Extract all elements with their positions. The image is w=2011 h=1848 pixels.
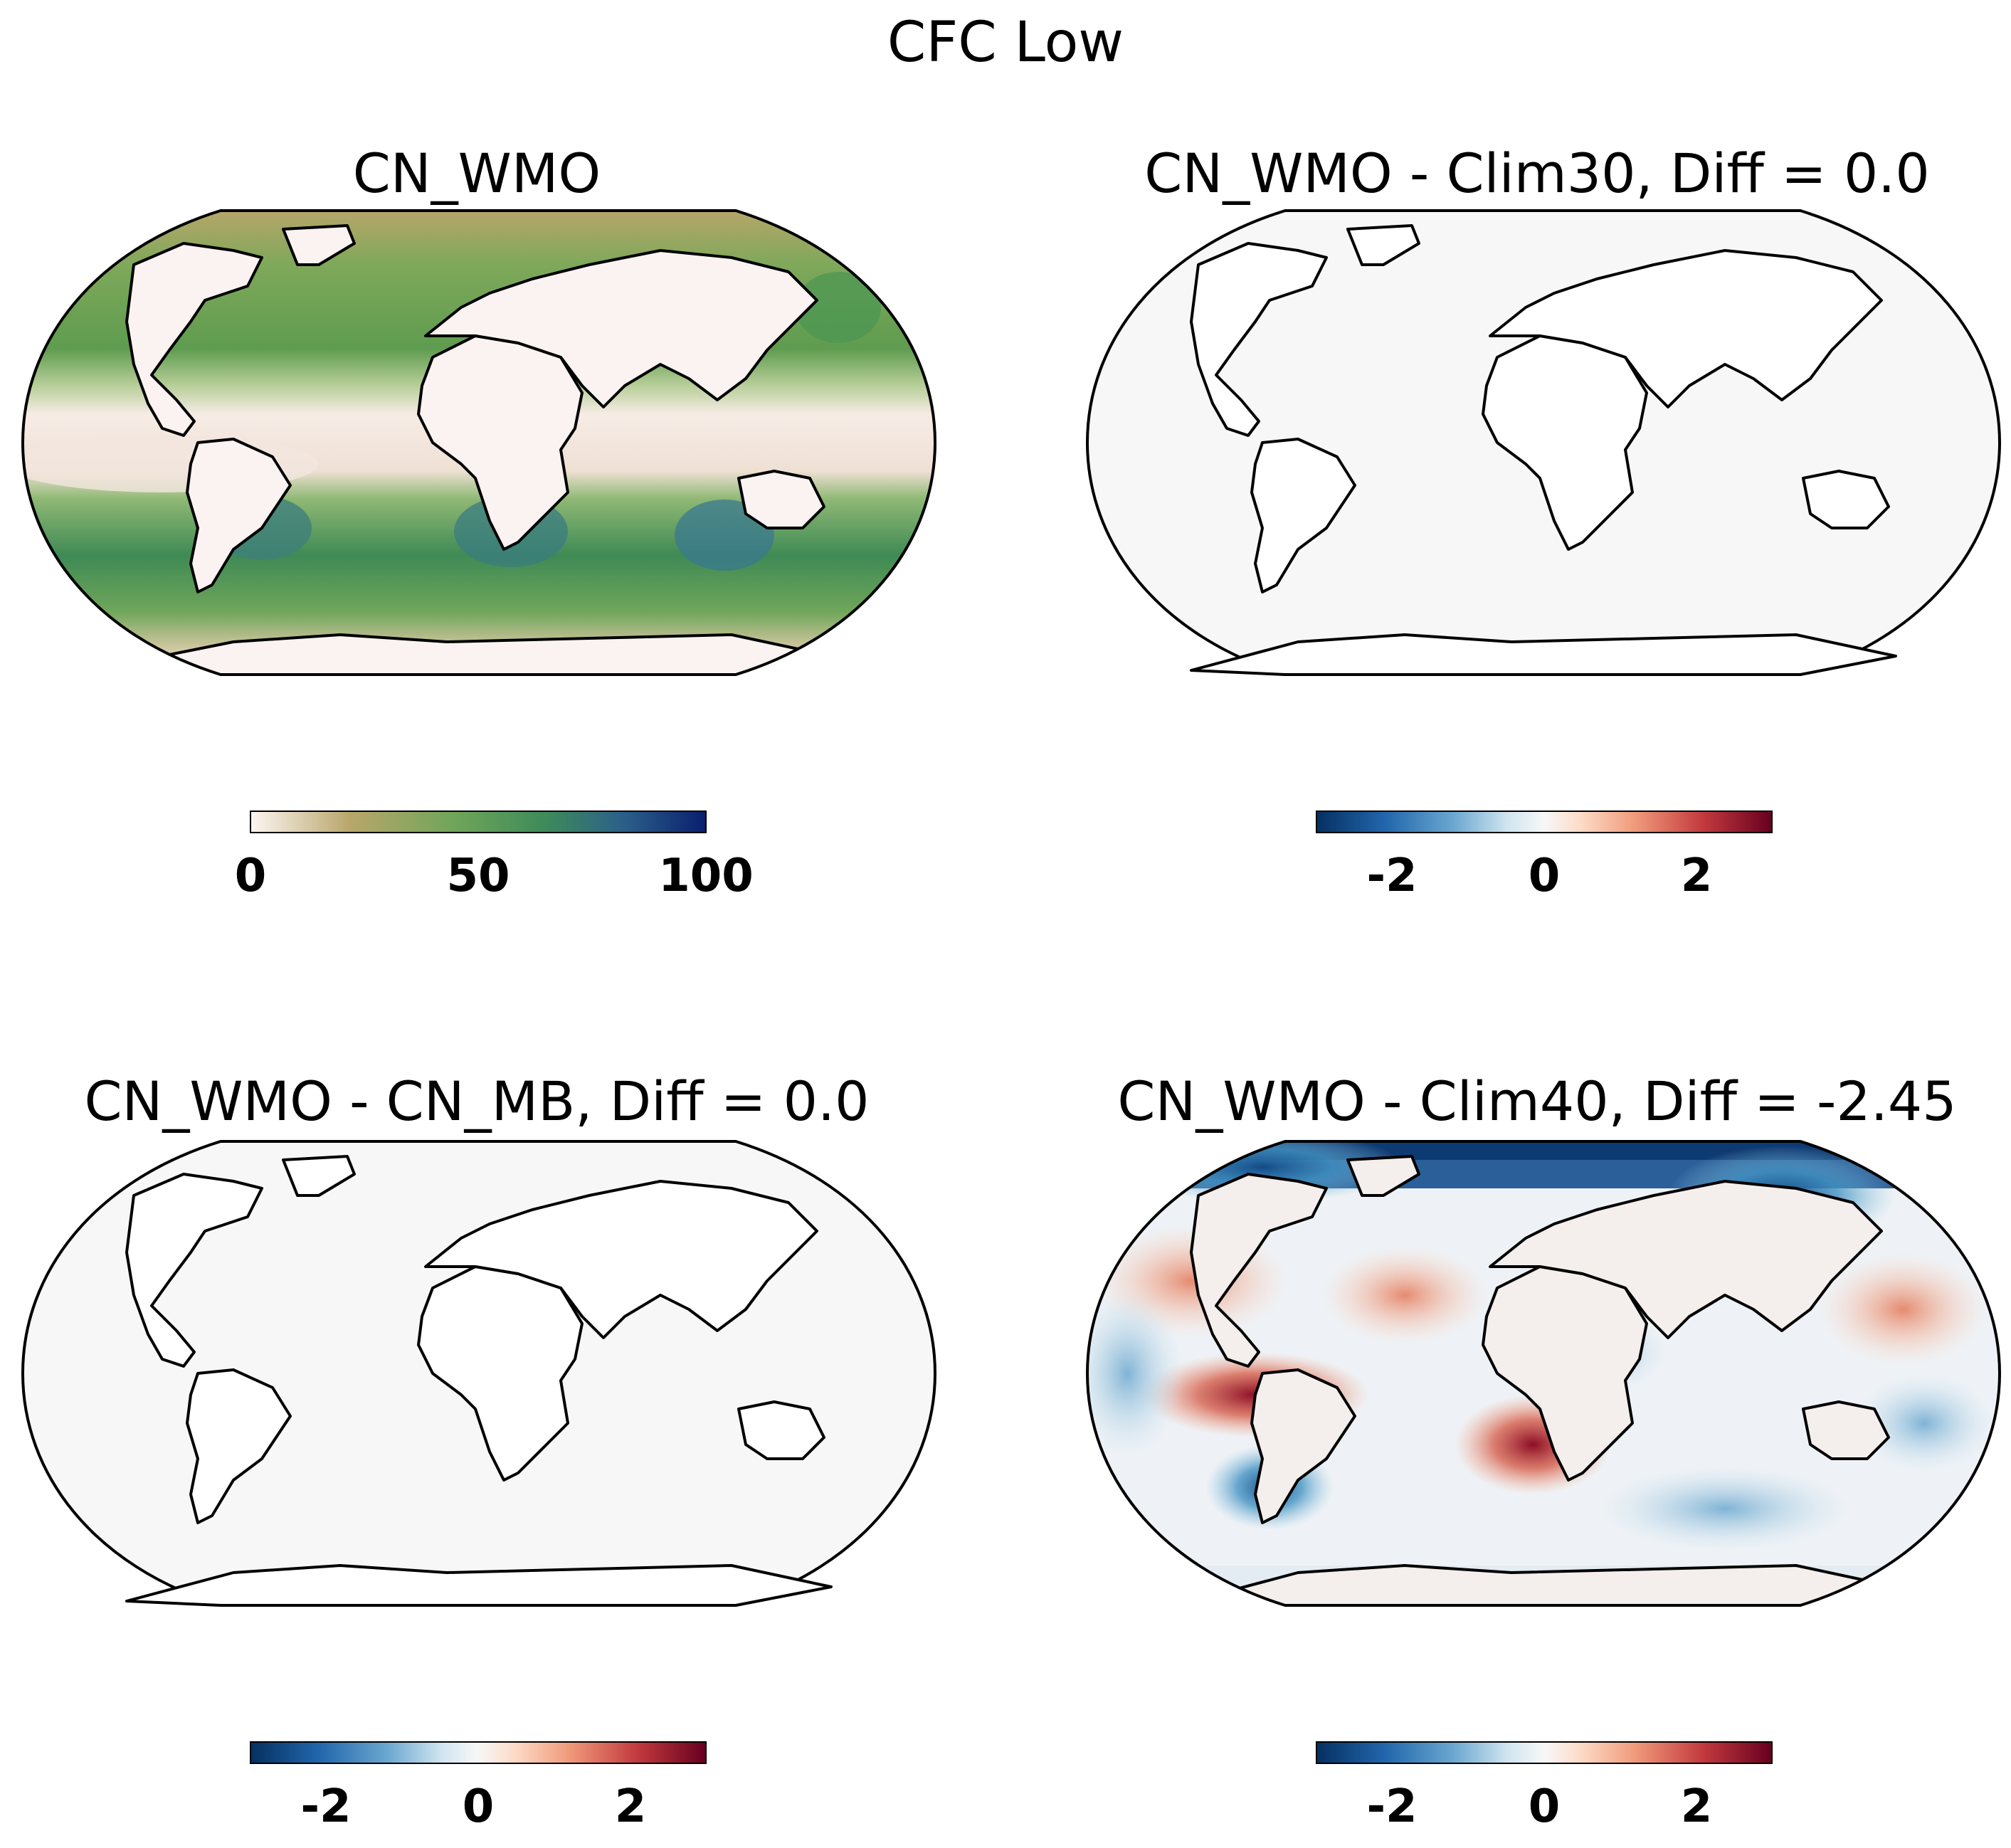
colorbar-tick: 2 [1680,1780,1713,1833]
colorbar-tick: 2 [1680,850,1713,902]
map-cn-mb-diff [21,1140,937,1607]
colorbar-tick: 0 [462,1780,495,1833]
panel-title-cn-wmo: CN_WMO [352,142,601,205]
colorbar-clim40-diff [1316,1741,1773,1764]
colorbar-tick: 50 [446,850,510,902]
colorbar-tick: -2 [1366,1780,1418,1833]
panel-title-cn-mb-diff: CN_WMO - CN_MB, Diff = 0.0 [84,1070,870,1133]
colorbar-cn-mb-diff [250,1741,707,1764]
map-clim40-diff [1085,1140,2002,1607]
colorbar-tick: 0 [234,850,267,902]
figure-title: CFC Low [887,11,1124,75]
colorbar-clim30-diff [1316,811,1773,833]
colorbar-tick: -2 [300,1780,352,1833]
map-clim30-diff [1085,209,2002,676]
panel-title-clim30-diff: CN_WMO - Clim30, Diff = 0.0 [1144,142,1930,205]
colorbar-tick: 2 [614,1780,647,1833]
colorbar-tick: 0 [1528,1780,1561,1833]
panel-title-clim40-diff: CN_WMO - Clim40, Diff = -2.45 [1117,1070,1957,1133]
colorbar-tick: 100 [658,850,754,902]
colorbar-cn-wmo [250,811,707,833]
colorbar-tick: -2 [1366,850,1418,902]
colorbar-tick: 0 [1528,850,1561,902]
map-cn-wmo [21,209,937,676]
